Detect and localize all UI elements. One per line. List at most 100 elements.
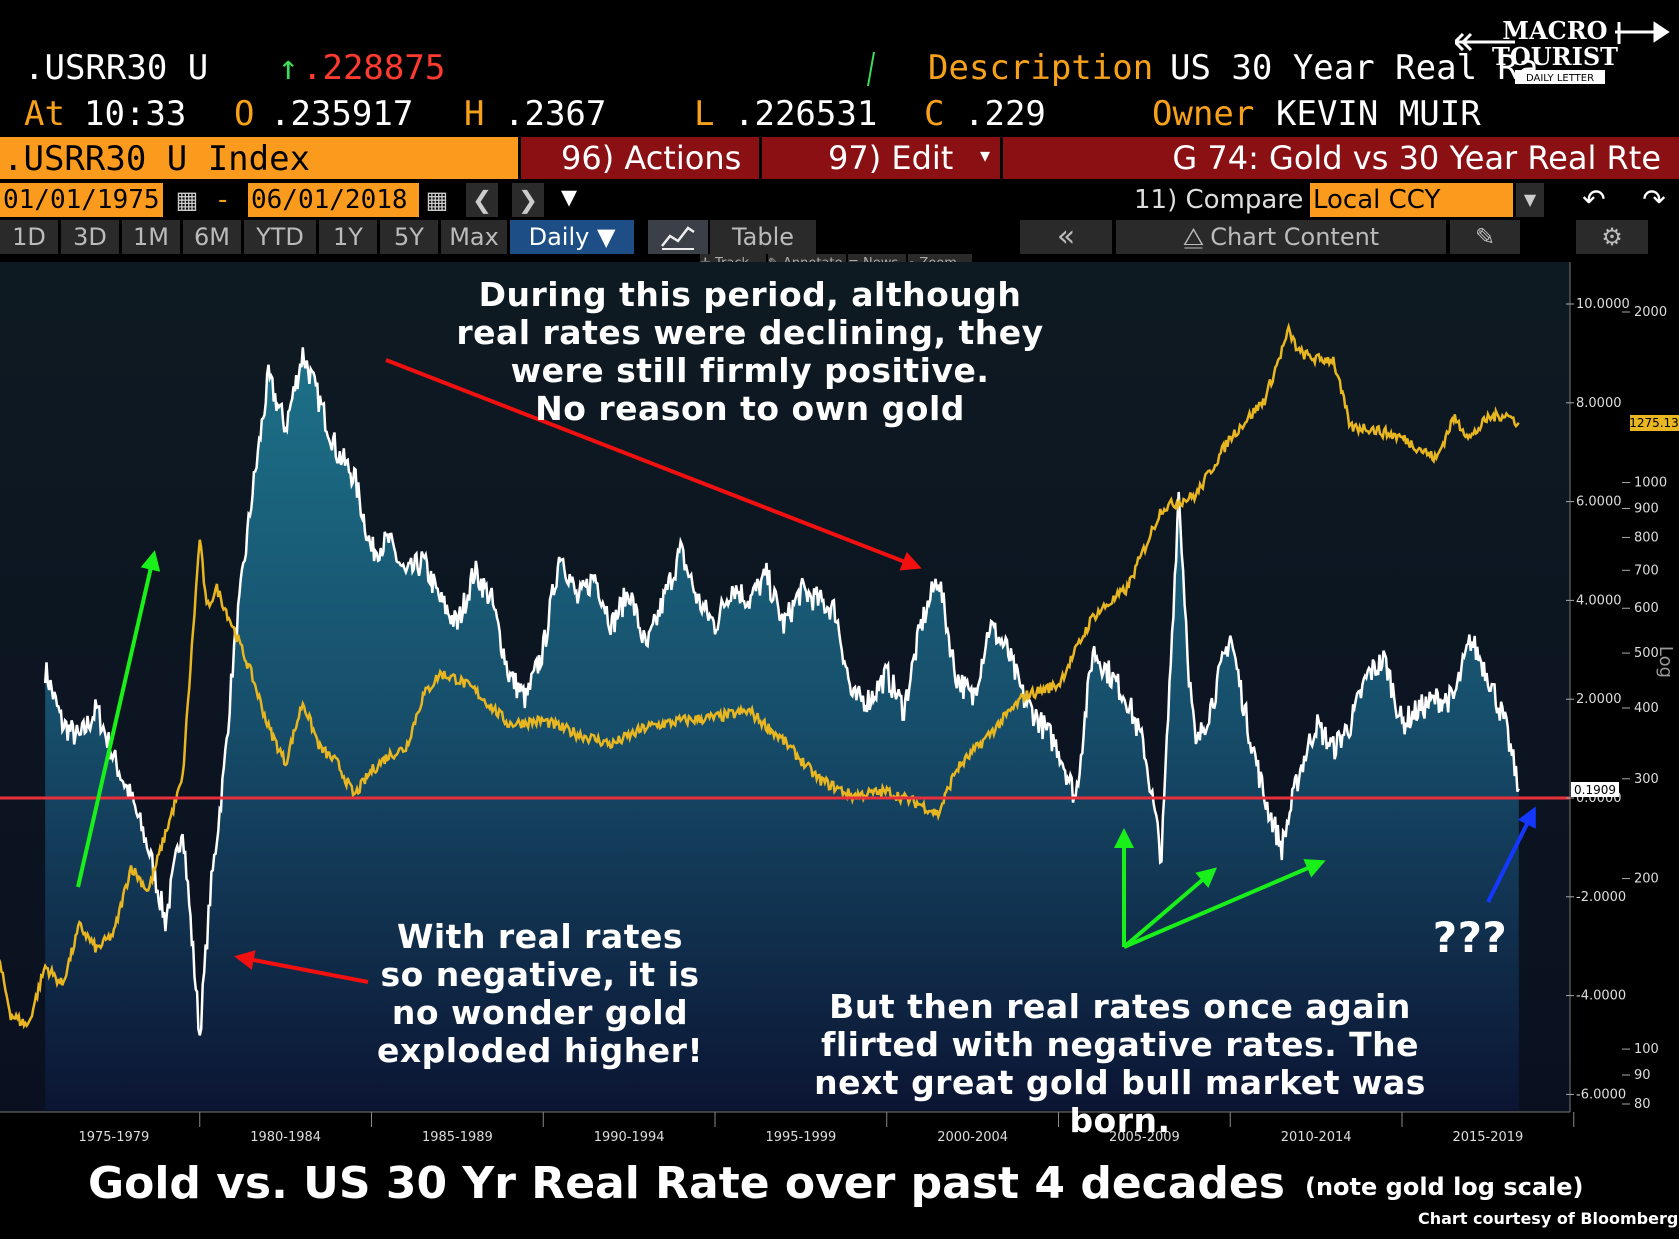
- graph-title: G 74: Gold vs 30 Year Real Rte: [1172, 139, 1661, 177]
- gold-tick-label: 200: [1634, 872, 1659, 887]
- logo-line1: MACRO: [1502, 16, 1607, 45]
- green-arrow-2: [1122, 867, 1218, 949]
- rate-tick-label: 8.0000: [1576, 396, 1622, 411]
- x-tick-label: 2000-2004: [937, 1130, 1008, 1142]
- footer-title: Gold vs. US 30 Yr Real Rate over past 4 …: [88, 1158, 1285, 1209]
- gold-tick-label: 900: [1634, 501, 1659, 516]
- compare-label[interactable]: 11) Compare: [1134, 185, 1304, 215]
- index-name: .USRR30 U Index: [3, 139, 311, 179]
- chart-content-button[interactable]: ⧋ Chart Content: [1116, 220, 1446, 254]
- tab-1d[interactable]: 1D: [0, 220, 58, 254]
- tab-max[interactable]: Max: [441, 220, 507, 254]
- frequency-select[interactable]: Daily ▼: [510, 220, 634, 254]
- rate-value-box: [1571, 782, 1619, 797]
- gear-icon[interactable]: ⚙: [1576, 220, 1648, 254]
- prev-arrow-icon[interactable]: ❮: [466, 183, 498, 217]
- table-tab[interactable]: Table: [710, 220, 816, 254]
- rate-tick-label: 6.0000: [1576, 495, 1622, 510]
- footer-credit: Chart courtesy of Bloomberg: [1418, 1209, 1679, 1228]
- time-label: At: [24, 94, 65, 134]
- chevron-down-icon[interactable]: ▼: [1516, 183, 1544, 217]
- tab-5y[interactable]: 5Y: [380, 220, 438, 254]
- x-tick-label: 1980-1984: [250, 1130, 321, 1142]
- logo-line3: DAILY LETTER: [1526, 73, 1594, 84]
- currency-select[interactable]: Local CCY: [1310, 183, 1513, 217]
- rate-tick-label: 4.0000: [1576, 593, 1622, 608]
- rate-tick-label: -2.0000: [1576, 890, 1626, 905]
- red-arrow-decline: [385, 358, 922, 571]
- graph-title-bar[interactable]: G 74: Gold vs 30 Year Real Rte: [1003, 137, 1679, 179]
- rate-tick-label: 10.0000: [1576, 297, 1630, 312]
- footer-note: (note gold log scale): [1305, 1173, 1584, 1201]
- tab-6m[interactable]: 6M: [183, 220, 241, 254]
- log-axis-label: Log: [1655, 646, 1676, 678]
- undo-icon[interactable]: ↶: [1570, 183, 1618, 217]
- gold-tick-label: 500: [1634, 646, 1659, 661]
- gold-tick-label: 400: [1634, 701, 1659, 716]
- high-label: H: [464, 94, 485, 134]
- annotation-left: With real rates so negative, it is no wond…: [376, 917, 703, 1070]
- start-date-field[interactable]: 01/01/1975: [0, 183, 163, 217]
- high-value: .2367: [504, 94, 607, 134]
- gold-value-box: [1630, 415, 1679, 431]
- close-label: C: [924, 94, 945, 134]
- x-tick-label: 1995-1999: [765, 1130, 836, 1142]
- tab-ytd[interactable]: YTD: [244, 220, 316, 254]
- chart-area[interactable]: 10.00008.00006.00004.00002.00000.0000-2.…: [0, 262, 1679, 1142]
- x-tick-label: 2015-2019: [1452, 1130, 1523, 1142]
- last-price: .228875: [302, 48, 446, 88]
- annotation-bottom-right: But then real rates once again flirted wi…: [814, 987, 1426, 1140]
- gold-value-label: 1275.13: [1629, 416, 1679, 430]
- x-tick-label: 1985-1989: [422, 1130, 493, 1142]
- gold-tick-label: 2000: [1634, 305, 1667, 320]
- actions-label: 96) Actions ▾: [561, 139, 742, 215]
- gold-tick-label: 100: [1634, 1042, 1659, 1057]
- up-arrow-icon: ↑: [278, 48, 299, 88]
- close-value: .229: [964, 94, 1046, 134]
- time-value: 10:33: [84, 94, 187, 134]
- logo-line2: TOURIST: [1492, 42, 1618, 71]
- next-arrow-icon[interactable]: ❯: [512, 183, 544, 217]
- gold-tick-label: 80: [1634, 1097, 1651, 1112]
- real-rate-area: [45, 347, 1519, 1110]
- edit-menu[interactable]: 97) Edit ▾: [762, 137, 1000, 179]
- collapse-icon[interactable]: «: [1020, 220, 1112, 254]
- x-tick-label: 2010-2014: [1281, 1130, 1352, 1142]
- rate-value-label: 0.1909: [1574, 783, 1616, 797]
- chart-view-icon[interactable]: [648, 220, 708, 254]
- calendar-icon[interactable]: ▦: [172, 183, 202, 217]
- description-label: Description: [928, 48, 1154, 88]
- right-axis: 10.00008.00006.00004.00002.00000.0000-2.…: [1566, 262, 1667, 1112]
- gold-line: [0, 322, 1520, 1030]
- tab-3d[interactable]: 3D: [61, 220, 119, 254]
- red-arrow-negative: [234, 950, 369, 984]
- real-rate-line: [43, 347, 1520, 1036]
- tab-1y[interactable]: 1Y: [319, 220, 377, 254]
- open-value: .235917: [270, 94, 414, 134]
- chart-content-label: Chart Content: [1210, 223, 1380, 251]
- x-tick-label: 1990-1994: [594, 1130, 665, 1142]
- green-arrow-3: [1123, 859, 1326, 949]
- rate-tick-label: 2.0000: [1576, 692, 1622, 707]
- edit-chart-icon[interactable]: ✎: [1450, 220, 1520, 254]
- end-date-field[interactable]: 06/01/2018: [248, 183, 419, 217]
- tab-1m[interactable]: 1M: [122, 220, 180, 254]
- green-arrow-gold-rise: [76, 550, 161, 888]
- macro-tourist-logo: MACRO TOURIST DAILY LETTER: [1452, 8, 1675, 90]
- chart-content-icon: ⧋: [1182, 223, 1205, 251]
- x-axis: 1975-1979 1980-1984 1985-1989 1990-1994 1995…: [0, 1111, 1575, 1142]
- actions-menu[interactable]: 96) Actions ▾: [521, 137, 759, 215]
- redo-icon[interactable]: ↷: [1630, 183, 1678, 217]
- gold-tick-label: 700: [1634, 563, 1659, 578]
- open-label: O: [234, 94, 255, 134]
- low-value: .226531: [734, 94, 878, 134]
- gold-tick-label: 800: [1634, 530, 1659, 545]
- calendar-icon[interactable]: ▦: [422, 183, 452, 217]
- gold-tick-label: 300: [1634, 772, 1659, 787]
- edit-label: 97) Edit: [828, 139, 954, 177]
- index-bar[interactable]: .USRR30 U Index: [0, 137, 518, 179]
- rate-tick-label: -4.0000: [1576, 989, 1626, 1004]
- annotation-top: During this period, although real rates w…: [456, 275, 1044, 428]
- gold-tick-label: 600: [1634, 601, 1659, 616]
- gold-tick-label: 90: [1634, 1068, 1651, 1083]
